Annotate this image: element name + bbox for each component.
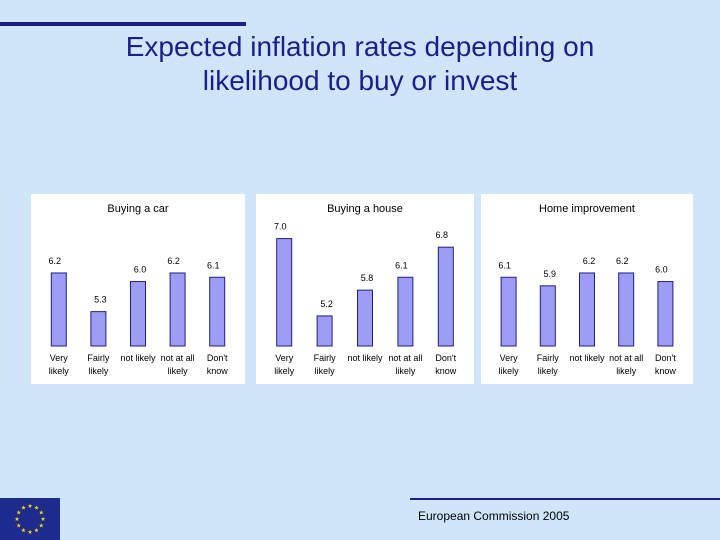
category-label: likely <box>395 366 416 376</box>
category-label: Fairly <box>537 353 559 363</box>
bar <box>539 285 556 347</box>
star-icon <box>38 523 44 528</box>
category-label: likely <box>49 366 70 376</box>
data-label: 6.2 <box>616 256 629 266</box>
category-label: likely <box>538 366 559 376</box>
category-label: Fairly <box>87 353 109 363</box>
bar <box>357 289 373 347</box>
star-icon <box>16 510 22 515</box>
data-label: 6.1 <box>395 260 408 270</box>
data-label: 6.1 <box>207 260 220 270</box>
chart-title: Buying a car <box>107 203 168 215</box>
star-icon <box>21 527 26 533</box>
chart-panel-buying-car: Buying a car 6.2 Very likely 5.3 Fairly likely… <box>31 194 245 384</box>
star-icon <box>27 503 33 508</box>
category-label: likely <box>499 366 520 376</box>
category-label: know <box>655 366 677 376</box>
bar <box>50 272 67 347</box>
chart-home-improvement: Home improvement 6.1 Very likely 5.9 Fairly li… <box>498 203 677 376</box>
chart-buying-house: Buying a house 7.0 Very likely 5.2 Fairly like… <box>274 203 457 376</box>
bar <box>437 246 454 347</box>
footer-credit: European Commission 2005 <box>418 509 570 523</box>
bar <box>169 272 186 347</box>
category-label: Don't <box>655 353 676 363</box>
category-label: not at all <box>388 353 422 363</box>
slide-title: Expected inflation rates depending on li… <box>60 30 660 98</box>
data-label: 6.0 <box>134 265 147 275</box>
bar <box>618 272 635 347</box>
chart-panel-home-improvement: Home improvement 6.1 Very likely 5.9 Fairly li… <box>481 194 693 384</box>
star-icon <box>21 505 26 510</box>
slide-title-line-1: Expected inflation rates depending on <box>125 31 595 62</box>
data-label: 6.1 <box>498 260 511 270</box>
star-icon <box>16 523 22 528</box>
star-icon <box>40 516 46 521</box>
category-label: Don't <box>435 353 456 363</box>
category-label: not likely <box>347 353 383 363</box>
chart-title: Home improvement <box>539 203 635 215</box>
data-label: 6.8 <box>436 230 449 240</box>
star-icon <box>14 516 20 521</box>
star-icon <box>34 505 39 510</box>
bar <box>90 311 107 347</box>
chart-buying-car: Buying a car 6.2 Very likely 5.3 Fairly likely… <box>49 203 229 376</box>
category-label: Very <box>50 353 69 363</box>
category-label: Fairly <box>314 353 336 363</box>
category-label: likely <box>315 366 336 376</box>
slide-title-line-2: likelihood to buy or invest <box>202 65 518 96</box>
chart-panel-buying-house: Buying a house 7.0 Very likely 5.2 Fairly like… <box>256 194 474 384</box>
bar <box>130 281 146 347</box>
category-label: Very <box>275 353 294 363</box>
data-label: 5.9 <box>544 269 557 279</box>
star-icon <box>34 527 39 533</box>
category-label: Don't <box>207 353 228 363</box>
data-label: 5.2 <box>320 299 333 309</box>
bar <box>579 272 595 347</box>
bar <box>276 238 293 347</box>
eu-flag-icon <box>0 498 60 540</box>
bar <box>209 276 226 347</box>
bar <box>316 315 333 347</box>
data-label: 6.2 <box>167 256 180 266</box>
top-accent-rule <box>0 22 246 26</box>
category-label: Very <box>500 353 519 363</box>
category-label: likely <box>274 366 295 376</box>
data-label: 6.0 <box>655 265 668 275</box>
category-label: likely <box>616 366 637 376</box>
category-label: likely <box>168 366 189 376</box>
category-label: not likely <box>569 353 605 363</box>
bar <box>500 276 517 347</box>
category-label: know <box>435 366 457 376</box>
data-label: 6.2 <box>49 256 62 266</box>
category-label: not likely <box>120 353 156 363</box>
data-label: 7.0 <box>274 222 287 232</box>
data-label: 6.2 <box>583 256 596 266</box>
star-icon <box>27 529 33 534</box>
category-label: not at all <box>161 353 195 363</box>
footer-rule <box>410 498 720 500</box>
bar <box>657 281 674 347</box>
data-label: 5.3 <box>94 295 107 305</box>
star-icon <box>38 510 44 515</box>
bar <box>397 276 414 347</box>
category-label: not at all <box>609 353 643 363</box>
category-label: know <box>207 366 229 376</box>
chart-title: Buying a house <box>327 203 403 215</box>
data-label: 5.8 <box>361 273 374 283</box>
category-label: likely <box>88 366 109 376</box>
